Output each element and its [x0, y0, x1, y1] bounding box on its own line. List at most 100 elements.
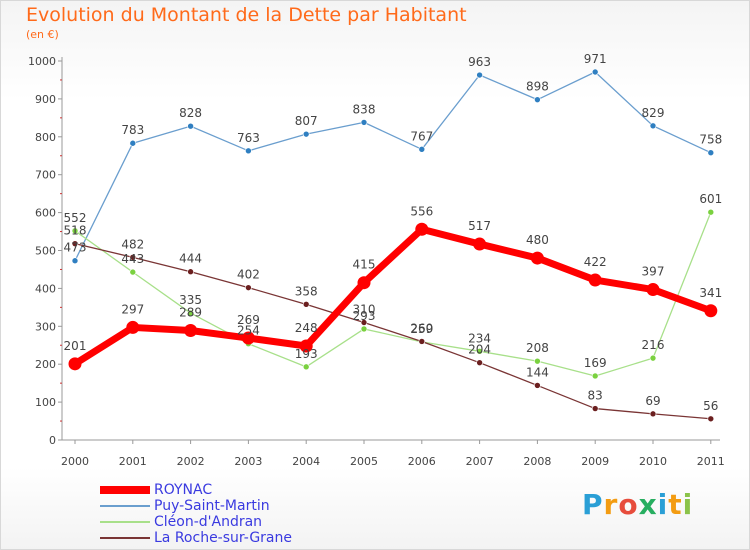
y-tick-label: 0 — [49, 434, 56, 447]
x-tick-label: 2009 — [581, 455, 609, 468]
data-point-2 — [302, 363, 310, 371]
data-label-0: 480 — [526, 233, 549, 247]
x-tick-label: 2011 — [697, 455, 725, 468]
legend-label: La Roche-sur-Grane — [154, 530, 292, 546]
data-point-0 — [473, 237, 487, 251]
data-label-1: 758 — [699, 133, 722, 147]
data-label-2: 552 — [64, 211, 87, 225]
legend-swatch — [100, 537, 150, 539]
data-label-3: 204 — [468, 343, 491, 357]
data-label-3: 358 — [295, 284, 318, 298]
x-tick-label: 2002 — [177, 455, 205, 468]
data-label-0: 341 — [699, 286, 722, 300]
data-point-3 — [534, 382, 541, 389]
data-point-0 — [299, 339, 313, 353]
data-point-3 — [302, 301, 310, 308]
x-tick-label: 2008 — [523, 455, 551, 468]
data-label-1: 783 — [121, 123, 144, 137]
data-label-0: 397 — [642, 265, 665, 279]
data-point-0 — [126, 320, 140, 334]
data-label-3: 144 — [526, 365, 549, 379]
x-tick-label: 2001 — [119, 455, 147, 468]
data-label-1: 828 — [179, 106, 202, 120]
data-label-2: 169 — [584, 356, 607, 370]
x-tick-label: 2006 — [408, 455, 436, 468]
data-label-3: 69 — [645, 394, 660, 408]
data-label-3: 56 — [703, 399, 718, 413]
data-point-3 — [418, 338, 426, 345]
data-point-0 — [68, 357, 82, 371]
data-point-1 — [71, 257, 79, 265]
data-point-3 — [591, 405, 599, 412]
data-label-2: 208 — [526, 341, 549, 355]
x-tick-label: 2010 — [639, 455, 667, 468]
data-point-1 — [649, 122, 657, 130]
data-point-0 — [415, 222, 429, 236]
data-label-0: 269 — [237, 313, 260, 327]
data-label-3: 518 — [64, 224, 87, 238]
y-tick-label: 400 — [35, 282, 56, 295]
data-point-2 — [71, 227, 79, 235]
y-tick-label: 200 — [35, 358, 56, 371]
data-point-3 — [187, 268, 194, 276]
data-label-0: 517 — [468, 219, 491, 233]
data-point-1 — [591, 68, 599, 76]
data-label-0: 422 — [584, 255, 607, 269]
logo-letter: x — [638, 488, 658, 521]
y-tick-label: 800 — [35, 131, 56, 144]
proxiti-logo: Proxiti — [582, 488, 693, 521]
legend-label: ROYNAC — [154, 482, 213, 498]
logo-letter: r — [603, 488, 619, 521]
data-label-2: 293 — [353, 309, 376, 323]
y-tick-label: 900 — [35, 93, 56, 106]
data-point-1 — [302, 130, 310, 138]
chart-title: Evolution du Montant de la Dette par Hab… — [26, 4, 467, 26]
series-line-3 — [74, 243, 712, 420]
data-label-0: 289 — [179, 305, 202, 319]
data-label-1: 829 — [642, 106, 665, 120]
data-point-3 — [245, 284, 252, 291]
legend-swatch — [100, 505, 150, 507]
data-label-2: 234 — [468, 331, 491, 345]
data-label-2: 443 — [121, 252, 144, 266]
legend-swatch — [100, 486, 150, 494]
y-tick-label: 1000 — [28, 55, 56, 68]
data-point-2 — [707, 208, 715, 216]
y-tick-label: 300 — [35, 320, 56, 333]
data-label-1: 473 — [64, 241, 87, 255]
data-point-0 — [184, 323, 198, 337]
logo-letter: P — [582, 488, 604, 521]
data-label-0: 297 — [121, 302, 144, 316]
data-point-1 — [418, 146, 426, 153]
data-point-2 — [187, 309, 194, 317]
logo-letter: t — [668, 488, 683, 521]
data-label-0: 415 — [353, 258, 376, 272]
legend-label: Puy-Saint-Martin — [154, 498, 270, 514]
chart-subtitle: (en €) — [26, 28, 59, 41]
data-point-0 — [588, 273, 602, 287]
data-label-1: 767 — [410, 129, 433, 143]
data-label-0: 248 — [295, 321, 318, 335]
y-tick-label: 100 — [35, 396, 56, 409]
data-point-3 — [707, 415, 715, 423]
logo-letter: i — [657, 488, 669, 521]
data-point-3 — [649, 410, 657, 418]
data-label-2: 216 — [642, 338, 665, 352]
series-line-0 — [71, 225, 715, 368]
data-point-3 — [476, 359, 483, 366]
data-label-1: 898 — [526, 80, 549, 94]
data-point-0 — [530, 251, 544, 265]
data-point-0 — [241, 331, 255, 345]
data-label-3: 310 — [353, 303, 376, 317]
data-point-0 — [704, 304, 718, 318]
data-point-2 — [534, 357, 541, 365]
data-point-2 — [649, 354, 657, 362]
y-tick-label: 600 — [35, 207, 56, 220]
series-line-2 — [74, 211, 712, 377]
y-tick-label: 700 — [35, 169, 56, 182]
logo-letter: o — [618, 488, 639, 521]
data-point-2 — [129, 268, 137, 276]
data-point-3 — [71, 240, 79, 247]
data-label-1: 971 — [584, 52, 607, 66]
